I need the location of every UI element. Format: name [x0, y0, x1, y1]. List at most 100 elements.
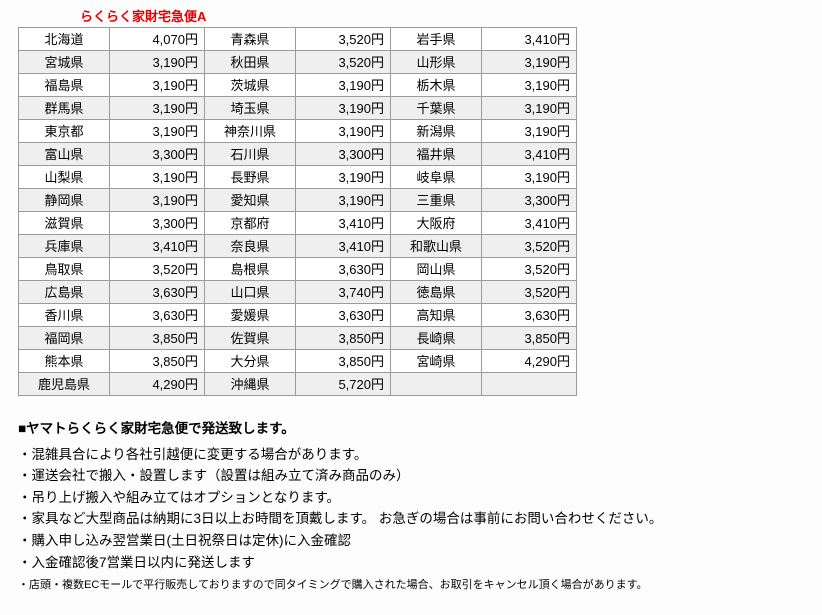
prefecture-cell: 愛知県: [205, 189, 296, 212]
prefecture-cell: 宮城県: [19, 51, 110, 74]
prefecture-cell: 佐賀県: [205, 327, 296, 350]
price-cell: 3,190円: [296, 74, 391, 97]
prefecture-cell: 福井県: [391, 143, 482, 166]
prefecture-cell: 熊本県: [19, 350, 110, 373]
shipping-fee-table: 北海道4,070円青森県3,520円岩手県3,410円宮城県3,190円秋田県3…: [18, 27, 577, 396]
prefecture-cell: 北海道: [19, 28, 110, 51]
prefecture-cell: 大阪府: [391, 212, 482, 235]
prefecture-cell: 東京都: [19, 120, 110, 143]
price-cell: 3,630円: [296, 258, 391, 281]
shipping-notes: ■ヤマトらくらく家財宅急便で発送致します。 ・混雑具合により各社引越便に変更する…: [18, 418, 804, 595]
prefecture-cell: 沖縄県: [205, 373, 296, 396]
price-cell: 3,190円: [110, 189, 205, 212]
price-cell: 3,190円: [110, 51, 205, 74]
table-row: 広島県3,630円山口県3,740円徳島県3,520円: [19, 281, 577, 304]
price-cell: 3,520円: [482, 258, 577, 281]
price-cell: 3,410円: [296, 235, 391, 258]
table-row: 北海道4,070円青森県3,520円岩手県3,410円: [19, 28, 577, 51]
price-cell: 3,520円: [296, 51, 391, 74]
price-cell: 3,190円: [482, 97, 577, 120]
price-cell: 3,850円: [296, 327, 391, 350]
table-row: 宮城県3,190円秋田県3,520円山形県3,190円: [19, 51, 577, 74]
table-row: 福岡県3,850円佐賀県3,850円長崎県3,850円: [19, 327, 577, 350]
price-cell: 5,720円: [296, 373, 391, 396]
note-line: ・入金確認後7営業日以内に発送します: [18, 552, 804, 574]
prefecture-cell: 滋賀県: [19, 212, 110, 235]
price-cell: 3,300円: [296, 143, 391, 166]
notes-heading: ■ヤマトらくらく家財宅急便で発送致します。: [18, 418, 804, 440]
prefecture-cell: 島根県: [205, 258, 296, 281]
price-cell: 3,190円: [482, 166, 577, 189]
prefecture-cell: 福岡県: [19, 327, 110, 350]
prefecture-cell: 山口県: [205, 281, 296, 304]
table-row: 福島県3,190円茨城県3,190円栃木県3,190円: [19, 74, 577, 97]
price-cell: 3,410円: [482, 28, 577, 51]
note-line: ・混雑具合により各社引越便に変更する場合があります。: [18, 444, 804, 466]
prefecture-cell: 富山県: [19, 143, 110, 166]
price-cell: 3,410円: [296, 212, 391, 235]
prefecture-cell: 福島県: [19, 74, 110, 97]
prefecture-cell: 奈良県: [205, 235, 296, 258]
prefecture-cell: 新潟県: [391, 120, 482, 143]
price-cell: 3,190円: [296, 97, 391, 120]
price-cell: 3,300円: [110, 212, 205, 235]
prefecture-cell: 山形県: [391, 51, 482, 74]
prefecture-cell: 栃木県: [391, 74, 482, 97]
prefecture-cell: 大分県: [205, 350, 296, 373]
prefecture-cell: 秋田県: [205, 51, 296, 74]
price-cell: 3,190円: [482, 120, 577, 143]
table-row: 静岡県3,190円愛知県3,190円三重県3,300円: [19, 189, 577, 212]
table-row: 熊本県3,850円大分県3,850円宮崎県4,290円: [19, 350, 577, 373]
prefecture-cell: 石川県: [205, 143, 296, 166]
prefecture-cell: 長崎県: [391, 327, 482, 350]
prefecture-cell: 宮崎県: [391, 350, 482, 373]
table-row: 鳥取県3,520円島根県3,630円岡山県3,520円: [19, 258, 577, 281]
notes-small: ・店頭・複数ECモールで平行販売しておりますので同タイミングで購入された場合、お…: [18, 577, 804, 595]
price-cell: 3,190円: [296, 120, 391, 143]
price-cell: 4,290円: [110, 373, 205, 396]
prefecture-cell: 広島県: [19, 281, 110, 304]
prefecture-cell: 千葉県: [391, 97, 482, 120]
table-row: 滋賀県3,300円京都府3,410円大阪府3,410円: [19, 212, 577, 235]
prefecture-cell: 愛媛県: [205, 304, 296, 327]
table-row: 山梨県3,190円長野県3,190円岐阜県3,190円: [19, 166, 577, 189]
price-cell: 3,190円: [296, 166, 391, 189]
price-cell: 3,190円: [482, 74, 577, 97]
price-cell: 3,300円: [110, 143, 205, 166]
prefecture-cell: 山梨県: [19, 166, 110, 189]
table-row: 富山県3,300円石川県3,300円福井県3,410円: [19, 143, 577, 166]
prefecture-cell: 静岡県: [19, 189, 110, 212]
price-cell: 3,630円: [110, 281, 205, 304]
price-cell: 3,850円: [482, 327, 577, 350]
prefecture-cell: 鳥取県: [19, 258, 110, 281]
service-title: らくらく家財宅急便A: [80, 6, 804, 25]
price-cell: 3,190円: [110, 120, 205, 143]
price-cell: 3,410円: [110, 235, 205, 258]
prefecture-cell: 群馬県: [19, 97, 110, 120]
prefecture-cell: 香川県: [19, 304, 110, 327]
prefecture-cell: [391, 373, 482, 396]
price-cell: 4,070円: [110, 28, 205, 51]
table-row: 群馬県3,190円埼玉県3,190円千葉県3,190円: [19, 97, 577, 120]
price-cell: 3,520円: [110, 258, 205, 281]
price-cell: 3,520円: [482, 235, 577, 258]
price-cell: 3,850円: [296, 350, 391, 373]
prefecture-cell: 神奈川県: [205, 120, 296, 143]
price-cell: 3,190円: [110, 74, 205, 97]
prefecture-cell: 青森県: [205, 28, 296, 51]
price-cell: 3,410円: [482, 212, 577, 235]
table-row: 鹿児島県4,290円沖縄県5,720円: [19, 373, 577, 396]
prefecture-cell: 茨城県: [205, 74, 296, 97]
price-cell: 3,190円: [482, 51, 577, 74]
price-cell: 3,520円: [482, 281, 577, 304]
price-cell: 3,850円: [110, 350, 205, 373]
prefecture-cell: 長野県: [205, 166, 296, 189]
price-cell: 3,410円: [482, 143, 577, 166]
prefecture-cell: 三重県: [391, 189, 482, 212]
prefecture-cell: 徳島県: [391, 281, 482, 304]
price-cell: 3,190円: [110, 166, 205, 189]
price-cell: 3,850円: [110, 327, 205, 350]
prefecture-cell: 高知県: [391, 304, 482, 327]
prefecture-cell: 鹿児島県: [19, 373, 110, 396]
table-row: 兵庫県3,410円奈良県3,410円和歌山県3,520円: [19, 235, 577, 258]
